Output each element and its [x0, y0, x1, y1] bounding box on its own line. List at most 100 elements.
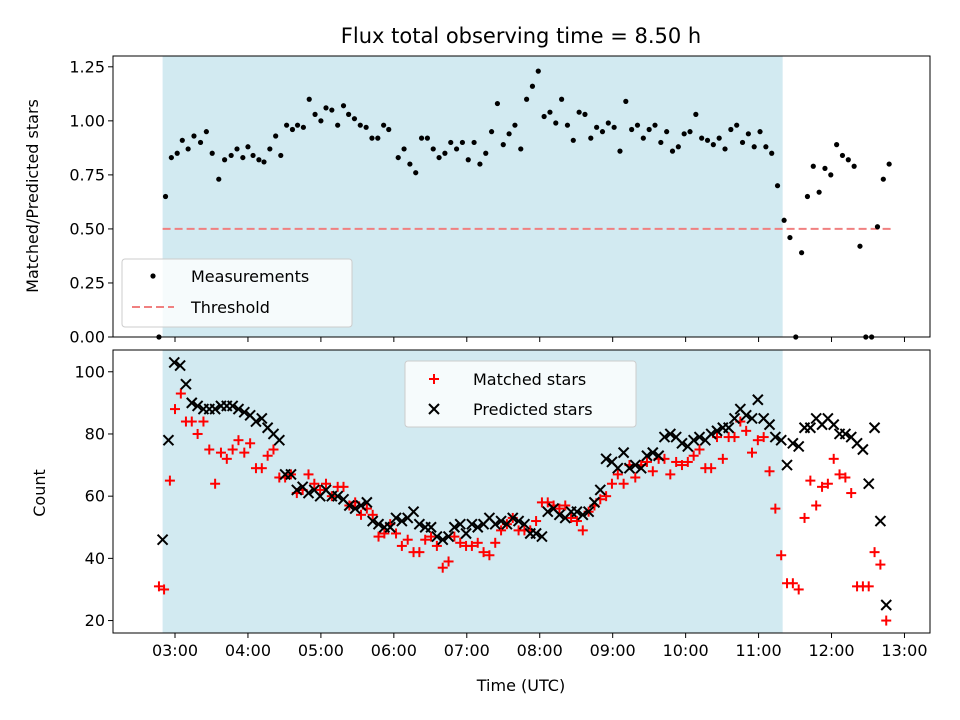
measurement-point: [559, 96, 565, 102]
predicted-star-point: [612, 462, 624, 474]
matched-star-point: [601, 491, 612, 502]
predicted-star-point: [635, 462, 647, 474]
measurement-point: [267, 146, 273, 152]
measurement-point: [448, 139, 454, 146]
predicted-star-point: [390, 512, 402, 524]
measurement-point: [465, 157, 471, 163]
measurement-point: [471, 139, 477, 146]
predicted-star-point: [442, 530, 455, 543]
measurement-point: [168, 154, 174, 161]
measurement-point: [312, 111, 318, 117]
predicted-star-point: [664, 428, 677, 440]
matched-star-point: [309, 478, 320, 489]
measurement-point: [197, 139, 204, 146]
predicted-star-point: [273, 434, 286, 446]
matched-star-point: [881, 615, 892, 626]
predicted-star-point: [571, 506, 583, 518]
measurement-point: [763, 144, 769, 150]
measurement-point: [570, 137, 576, 143]
matched-star-point: [531, 516, 542, 527]
chart-title: Flux total observing time = 8.50 h: [341, 24, 701, 48]
matched-star-point: [443, 556, 454, 567]
matched-star-point: [688, 450, 699, 461]
measurement-point: [547, 109, 553, 115]
predicted-star-point: [226, 400, 239, 412]
predicted-star-point: [384, 521, 396, 533]
predicted-star-point: [431, 530, 443, 543]
matched-star-point: [303, 469, 314, 480]
measurement-point: [629, 126, 635, 133]
matched-star-point: [245, 438, 256, 449]
predicted-star-point: [687, 434, 700, 446]
measurement-point: [857, 243, 863, 249]
predicted-star-point: [180, 378, 192, 390]
predicted-star-point: [693, 431, 706, 443]
predicted-star-point: [168, 356, 180, 369]
matched-star-point: [414, 547, 425, 558]
measurement-point: [240, 154, 246, 161]
predicted-star-point: [349, 502, 361, 515]
measurement-point: [477, 161, 483, 167]
bottom-axes-frame: [112, 349, 931, 634]
matched-star-point: [262, 450, 273, 461]
matched-star-point: [356, 509, 367, 520]
legend-matched-marker: [429, 374, 439, 384]
matched-star-point: [420, 534, 431, 545]
measurement-point: [693, 111, 699, 117]
matched-star-point: [321, 478, 332, 489]
measurement-point: [284, 122, 290, 128]
predicted-star-point: [361, 496, 373, 509]
measurement-point: [278, 152, 284, 159]
measurement-point: [623, 98, 629, 104]
x-tick-label: 06:00: [371, 641, 417, 660]
measurement-point: [401, 146, 407, 152]
predicted-star-point: [437, 533, 449, 546]
predicted-star-point: [238, 406, 251, 418]
predicted-star-point: [518, 518, 531, 530]
measurement-point: [162, 193, 169, 200]
matched-star-point: [793, 584, 804, 595]
measurement-point: [646, 126, 652, 133]
measurement-point: [185, 146, 191, 152]
measurement-point: [430, 146, 436, 152]
predicted-star-point: [652, 450, 665, 462]
bottom-panel: 20 40 60 80 100 03:00 04:00 05:00 06:00 07:00 08:0…: [74, 349, 931, 660]
measurement-point: [289, 126, 296, 133]
matched-star-point: [776, 550, 787, 561]
predicted-star-point: [191, 400, 204, 412]
predicted-star-point: [495, 515, 507, 527]
measurement-point: [418, 135, 425, 141]
measurement-point: [488, 129, 495, 135]
matched-star-point: [682, 456, 693, 467]
measurement-point: [664, 129, 670, 135]
measurement-point: [658, 139, 664, 146]
predicted-star-point: [413, 518, 426, 530]
matched-star-point: [268, 444, 279, 455]
predicted-star-point: [454, 518, 466, 530]
top-y-tick-label: 1.00: [69, 111, 105, 130]
measurement-point: [739, 139, 746, 146]
measurement-point: [222, 157, 228, 163]
matched-star-point: [239, 447, 250, 458]
matched-star-point: [192, 428, 203, 439]
top-y-tick-label: 0.75: [69, 165, 105, 184]
measurement-point: [323, 105, 329, 111]
matched-star-point: [379, 528, 390, 539]
measurement-point: [306, 96, 312, 102]
matched-star-point: [490, 537, 501, 548]
measurement-point: [329, 107, 335, 113]
measurement-point: [203, 129, 209, 135]
legend-predicted-label: Predicted stars: [473, 400, 593, 419]
bottom-y-tick-label: 80: [85, 424, 105, 443]
matched-star-point: [431, 540, 442, 551]
measurement-point: [617, 148, 623, 154]
predicted-star-point: [489, 518, 501, 530]
measurement-point: [453, 146, 460, 152]
x-tick-label: 11:00: [736, 641, 782, 660]
measurement-point: [751, 144, 757, 150]
measurement-point: [851, 163, 857, 169]
measurement-point: [804, 193, 811, 200]
matched-star-point: [764, 466, 775, 477]
measurement-point: [442, 150, 448, 156]
measurement-point: [874, 224, 881, 230]
